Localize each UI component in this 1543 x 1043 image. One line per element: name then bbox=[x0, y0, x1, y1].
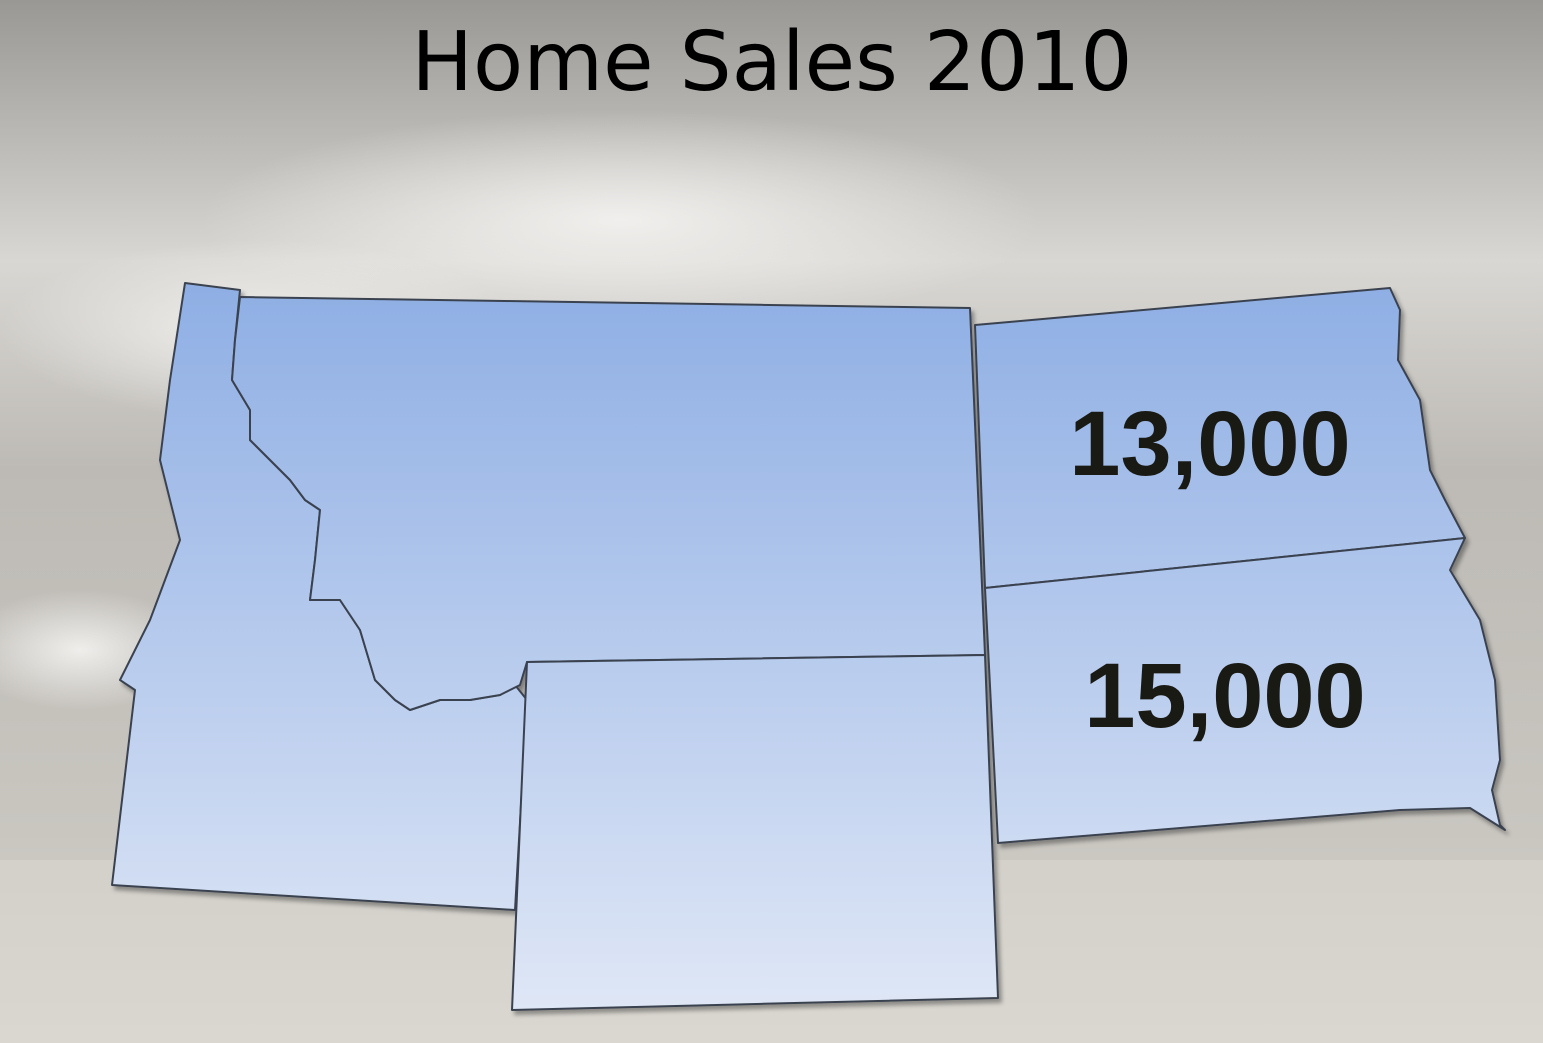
montana bbox=[231, 296, 986, 711]
title: Home Sales 2010 bbox=[411, 15, 1132, 110]
south-dakota bbox=[984, 537, 1506, 844]
wyoming bbox=[511, 654, 999, 1011]
region-label: 13,000 bbox=[1069, 393, 1350, 495]
map bbox=[111, 282, 1506, 1011]
region-label: 15,000 bbox=[1084, 645, 1365, 747]
